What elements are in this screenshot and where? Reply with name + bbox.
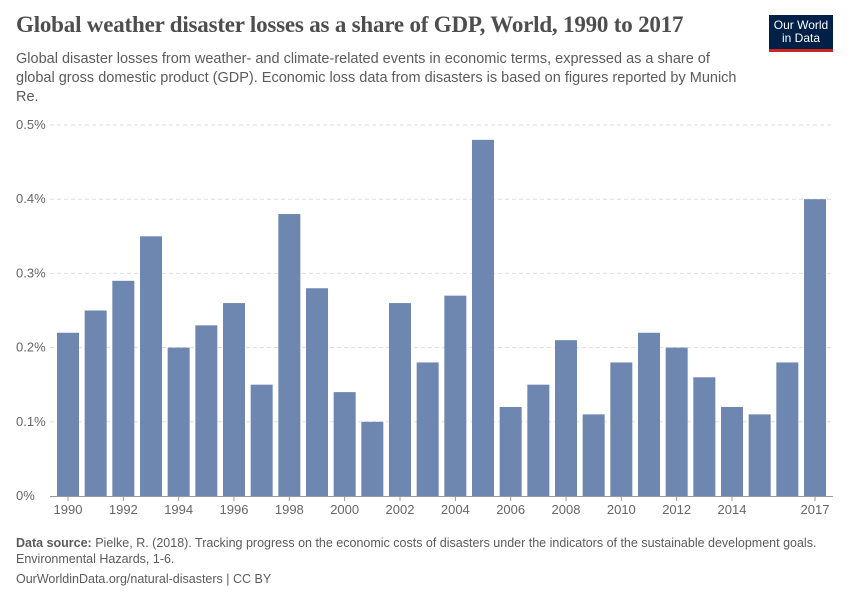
bar-2003: [416, 362, 439, 496]
source-text: Pielke, R. (2018). Tracking progress on …: [16, 536, 817, 566]
bar-1996: [223, 303, 245, 496]
chart-subtitle: Global disaster losses from weather- and…: [16, 51, 737, 105]
bar-2013: [693, 377, 716, 496]
bar-2012: [665, 347, 688, 496]
bar-1998: [278, 214, 301, 497]
bar-2011: [638, 332, 660, 496]
x-tick-label: 2014: [718, 502, 747, 517]
x-tick-label: 1992: [109, 502, 138, 517]
bar-2017: [804, 199, 826, 496]
bar-2014: [721, 406, 743, 496]
bar-2002: [389, 303, 411, 496]
y-tick-label: 0.1%: [16, 414, 46, 429]
x-tick-label: 2002: [386, 502, 415, 517]
x-tick-label: 2000: [330, 502, 359, 517]
bar-2015: [748, 414, 771, 496]
data-source: Data source: Pielke, R. (2018). Tracking…: [16, 535, 836, 567]
bar-2009: [582, 414, 605, 496]
x-tick-label: 2008: [552, 502, 581, 517]
x-tick-label: 2012: [662, 502, 691, 517]
bar-1994: [167, 347, 190, 496]
bar-2006: [499, 406, 522, 496]
owid-logo[interactable]: Our World in Data: [769, 15, 833, 52]
x-tick-label: 1990: [54, 502, 83, 517]
bar-2016: [776, 362, 799, 496]
bar-2001: [361, 421, 384, 496]
bar-2010: [610, 362, 633, 496]
y-tick-label: 0.5%: [16, 117, 46, 132]
bar-2004: [444, 295, 467, 496]
bar-1991: [84, 310, 107, 496]
bar-1993: [140, 236, 162, 497]
bar-2008: [555, 340, 577, 496]
x-tick-label: 1998: [275, 502, 304, 517]
bar-1995: [195, 325, 218, 496]
x-tick-label: 2010: [607, 502, 636, 517]
x-tick-label: 1996: [220, 502, 249, 517]
bar-1990: [57, 332, 79, 496]
y-tick-label: 0.3%: [16, 265, 46, 280]
x-tick-label: 2017: [801, 502, 830, 517]
bar-2000: [333, 392, 356, 496]
x-tick-label: 1994: [164, 502, 193, 517]
bar-2005: [472, 139, 494, 496]
x-tick-label: 2004: [441, 502, 470, 517]
y-tick-label: 0%: [16, 488, 35, 503]
chart-title: Global weather disaster losses as a shar…: [16, 12, 684, 37]
bar-2007: [527, 384, 550, 496]
x-tick-label: 2006: [496, 502, 525, 517]
bar-1997: [250, 384, 273, 496]
y-tick-label: 0.4%: [16, 191, 46, 206]
bar-1999: [306, 288, 328, 496]
y-tick-label: 0.2%: [16, 340, 46, 355]
source-label: Data source:: [16, 536, 92, 550]
bar-1992: [112, 280, 135, 496]
footer-url[interactable]: OurWorldinData.org/natural-disasters | C…: [16, 572, 272, 586]
